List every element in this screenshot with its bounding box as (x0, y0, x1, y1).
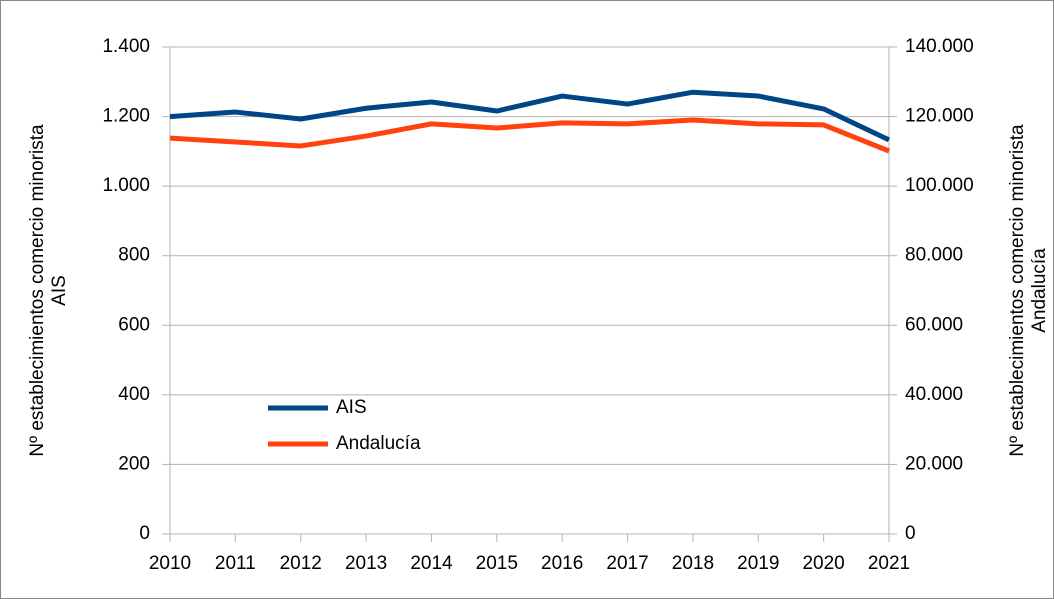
legend-label: Andalucía (336, 433, 421, 454)
y-tick-label: 200 (118, 453, 150, 474)
axis-label: Nº establecimientos comercio minorista (27, 124, 48, 457)
x-tick-label: 2019 (737, 553, 779, 574)
x-tick-label: 2011 (215, 553, 256, 574)
axis-label: AIS (49, 275, 70, 306)
x-tick-label: 2014 (410, 553, 453, 574)
x-tick-label: 2017 (606, 553, 648, 574)
y2-tick-label: 0 (905, 523, 916, 544)
y2-tick-label: 100.000 (905, 175, 974, 196)
y-tick-label: 1.400 (102, 36, 150, 57)
axis-label: Andalucía (1029, 248, 1050, 333)
y-tick-label: 0 (139, 523, 150, 544)
x-tick-label: 2016 (541, 553, 583, 574)
x-tick-label: 2010 (149, 553, 191, 574)
legend-label: AIS (336, 397, 367, 418)
y-tick-label: 400 (118, 384, 150, 405)
y2-tick-label: 60.000 (905, 314, 963, 335)
x-tick-label: 2013 (345, 553, 387, 574)
x-tick-label: 2021 (868, 553, 910, 574)
y2-tick-label: 20.000 (905, 453, 963, 474)
y-tick-label: 1.000 (102, 175, 150, 196)
x-tick-label: 2018 (672, 553, 714, 574)
axis-label: Nº establecimientos comercio minorista (1007, 124, 1028, 457)
y-tick-label: 1.200 (102, 106, 150, 127)
series-line (169, 117, 890, 154)
y2-tick-label: 40.000 (905, 384, 963, 405)
y2-tick-label: 80.000 (905, 245, 963, 266)
series-line (169, 89, 891, 143)
y-tick-label: 800 (118, 245, 150, 266)
y2-tick-label: 140.000 (905, 36, 974, 57)
y2-tick-label: 120.000 (905, 106, 974, 127)
y-tick-label: 600 (118, 314, 150, 335)
x-tick-label: 2015 (476, 553, 518, 574)
x-tick-label: 2012 (280, 553, 322, 574)
x-tick-label: 2020 (802, 553, 844, 574)
